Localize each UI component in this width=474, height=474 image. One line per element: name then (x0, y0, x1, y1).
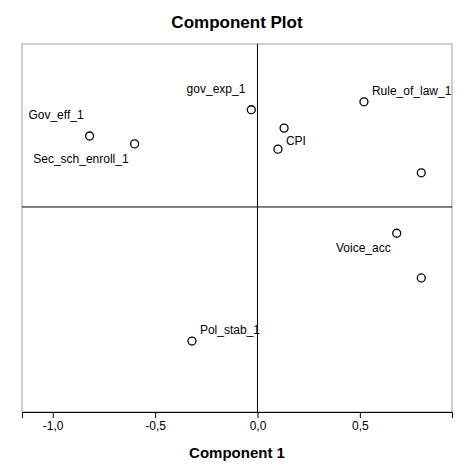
point (188, 337, 196, 345)
x-axis: -1,0 -0,5 0,0 0,5 (23, 412, 453, 433)
chart: -1,0 -0,5 0,0 0,5 Gov_eff_1 Sec_sch_enroll_1 g… (0, 0, 474, 474)
point (393, 229, 401, 237)
x-tick: 0,5 (352, 412, 369, 433)
x-tick-label: -1,0 (43, 419, 64, 433)
plot-frame (22, 44, 452, 412)
x-tick-label: -0,5 (145, 419, 166, 433)
point (247, 106, 255, 114)
point (417, 274, 425, 282)
point (274, 145, 282, 153)
point-labels: Gov_eff_1 Sec_sch_enroll_1 gov_exp_1 CPI Rul… (28, 82, 451, 337)
x-tick-mark (257, 412, 258, 418)
points (22, 44, 452, 412)
zero-line (22, 206, 452, 207)
point-label: gov_exp_1 (187, 82, 246, 96)
x-axis-line (23, 413, 453, 419)
x-tick-mark (53, 412, 54, 418)
point-label: Sec_sch_enroll_1 (33, 152, 129, 166)
x-tick-mark (360, 412, 361, 418)
point-label: Pol_stab_1 (200, 323, 260, 337)
point (280, 124, 288, 132)
x-tick-mark (155, 412, 156, 418)
point (131, 140, 139, 148)
x-axis-title: Component 1 (189, 444, 285, 461)
plot: -1,0 -0,5 0,0 0,5 Gov_eff_1 Sec_sch_enroll_1 g… (22, 44, 453, 433)
point-label: Gov_eff_1 (28, 108, 83, 122)
point-label: Rule_of_law_1 (372, 84, 452, 98)
x-tick-label: 0,0 (250, 419, 267, 433)
point (360, 98, 368, 106)
x-tick: 0,0 (250, 412, 267, 433)
x-tick-label: 0,5 (352, 419, 369, 433)
point-label: CPI (286, 134, 306, 148)
title: Component Plot (171, 13, 303, 32)
point (417, 169, 425, 177)
point (86, 132, 94, 140)
point-label: Voice_acc (336, 241, 391, 255)
zero-line (257, 44, 258, 412)
x-tick: -1,0 (43, 412, 64, 433)
x-tick: -0,5 (145, 412, 166, 433)
